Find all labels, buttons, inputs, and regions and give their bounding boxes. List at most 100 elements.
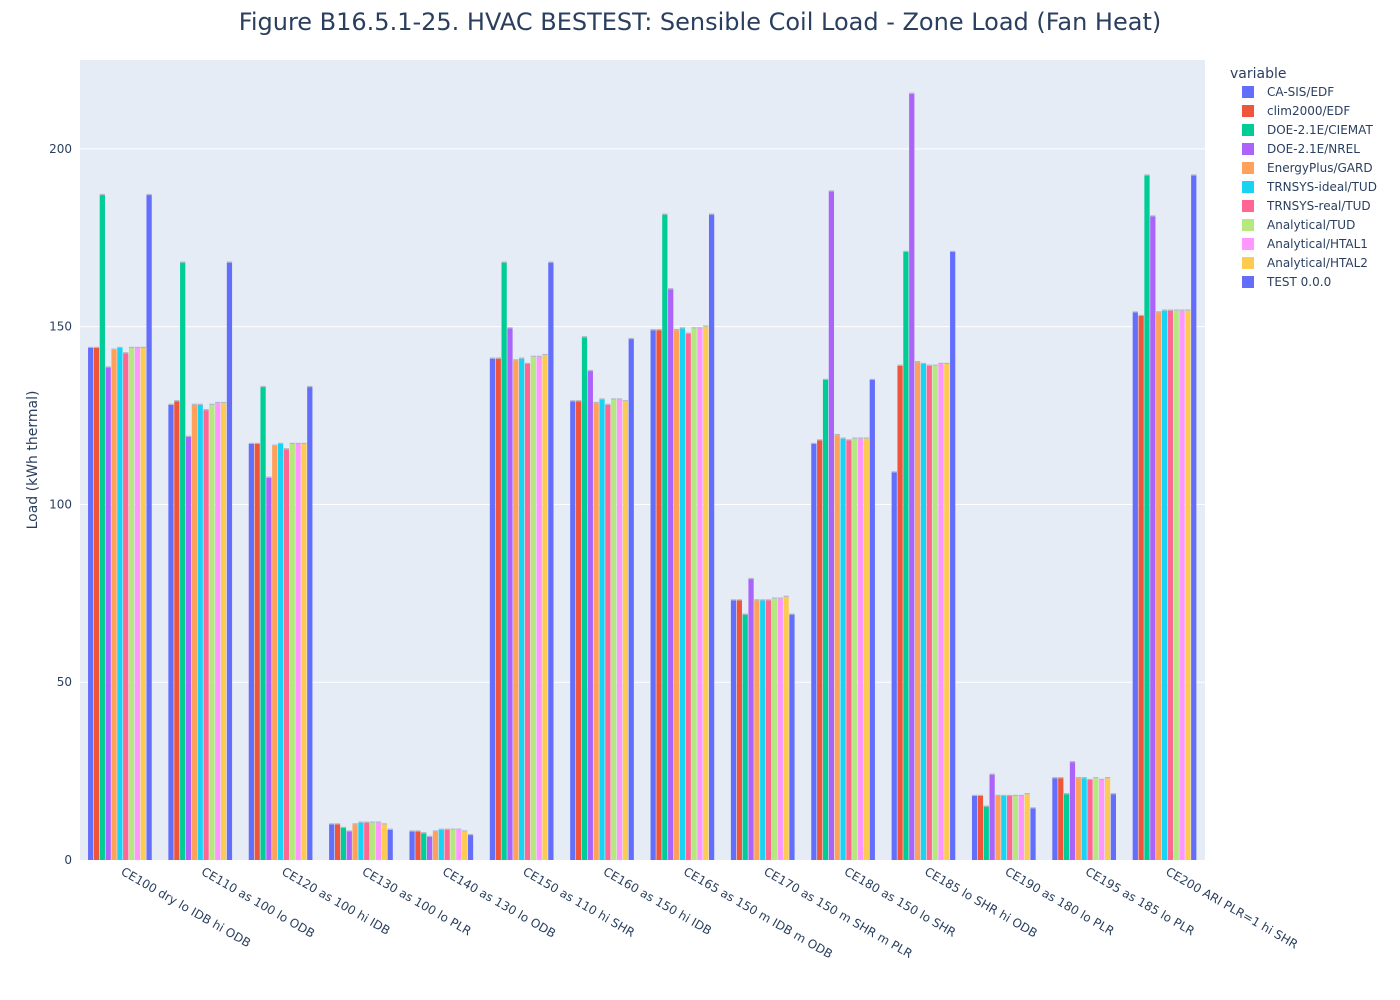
bar <box>111 349 117 860</box>
bar <box>1012 796 1019 860</box>
bar-cap <box>334 823 341 825</box>
bar-cap <box>926 364 932 366</box>
bar <box>971 796 978 860</box>
bar <box>307 387 313 860</box>
bar-cap <box>1024 793 1030 795</box>
bar-cap <box>364 821 370 823</box>
x-tick-label: CE100 dry lo IDB hi ODB <box>119 864 253 950</box>
bar-cap <box>1093 777 1099 779</box>
bar-cap <box>427 835 433 837</box>
bar-cap <box>697 327 703 329</box>
bar <box>1069 762 1076 860</box>
bar <box>673 330 680 861</box>
bar-cap <box>1110 793 1116 795</box>
bar-cap <box>438 828 444 830</box>
bar <box>185 436 192 860</box>
bar-cap <box>983 805 989 807</box>
bar <box>932 365 938 860</box>
bar-cap <box>283 448 290 450</box>
bar-cap <box>691 327 697 329</box>
bar-cap <box>622 400 629 402</box>
bar-cap <box>191 403 198 405</box>
bar-cap <box>248 442 254 444</box>
bar <box>105 367 111 860</box>
bar <box>174 401 180 860</box>
bar <box>370 822 376 860</box>
bar-cap <box>1150 215 1156 217</box>
bar-cap <box>777 597 783 599</box>
bar <box>415 831 421 860</box>
bar <box>771 598 778 860</box>
bar <box>593 403 599 860</box>
bar <box>1001 796 1007 860</box>
bar <box>283 449 290 860</box>
bar-cap <box>891 471 897 473</box>
bar-cap <box>260 385 266 388</box>
bar <box>858 438 864 860</box>
bar <box>364 822 370 860</box>
bar <box>1081 778 1087 860</box>
bar-cap <box>703 325 709 327</box>
bar <box>450 829 456 860</box>
legend-label: DOE-2.1E/NREL <box>1267 142 1360 156</box>
bar-cap <box>197 403 203 405</box>
bar-cap <box>834 433 840 436</box>
bar <box>822 380 829 860</box>
bar-cap <box>220 401 227 404</box>
bar-cap <box>1144 174 1150 176</box>
bar <box>846 440 852 860</box>
bar-cap <box>226 261 233 263</box>
bar <box>1024 794 1030 860</box>
bar-cap <box>1173 309 1179 311</box>
bar-cap <box>168 403 174 405</box>
bar <box>1018 796 1024 860</box>
bar <box>444 829 450 860</box>
bar-cap <box>897 364 903 366</box>
legend-swatch <box>1242 105 1254 117</box>
bar <box>909 93 915 860</box>
bar-cap <box>863 437 870 439</box>
bar <box>852 438 858 860</box>
bar <box>146 195 152 861</box>
bar <box>1150 216 1156 860</box>
bar <box>524 364 531 860</box>
bar-cap <box>989 773 995 775</box>
bar-cap <box>215 401 221 404</box>
bar-cap <box>817 439 823 441</box>
bar <box>840 438 846 860</box>
legend-swatch <box>1242 238 1254 250</box>
bar-cap <box>548 261 554 263</box>
bar <box>438 829 444 860</box>
bar-cap <box>765 599 772 601</box>
bar-cap <box>760 599 766 601</box>
bar-cap <box>111 348 117 350</box>
bar-cap <box>140 346 146 348</box>
bar <box>432 831 439 860</box>
bar <box>891 472 897 860</box>
bar-cap <box>117 346 123 348</box>
legend-swatch <box>1242 181 1254 193</box>
bar-cap <box>668 288 674 290</box>
bar <box>254 444 260 860</box>
bar <box>260 387 266 860</box>
bar <box>926 365 932 860</box>
bar-cap <box>914 361 921 363</box>
legend-label: TRNSYS-real/TUD <box>1266 199 1371 213</box>
bar <box>1058 778 1064 860</box>
bar <box>168 404 174 860</box>
bar-cap <box>846 439 852 441</box>
bar <box>581 337 588 861</box>
bar-cap <box>307 385 313 388</box>
bar <box>1007 796 1013 860</box>
legend-swatch <box>1242 257 1254 269</box>
bar-cap <box>462 830 468 832</box>
y-tick-labels: 0 50 100 150 200 <box>49 142 72 867</box>
bar-cap <box>742 613 748 615</box>
bar-cap <box>254 442 260 444</box>
bar <box>691 328 697 860</box>
bar <box>944 364 950 860</box>
bar <box>352 824 358 860</box>
bar <box>662 214 668 861</box>
